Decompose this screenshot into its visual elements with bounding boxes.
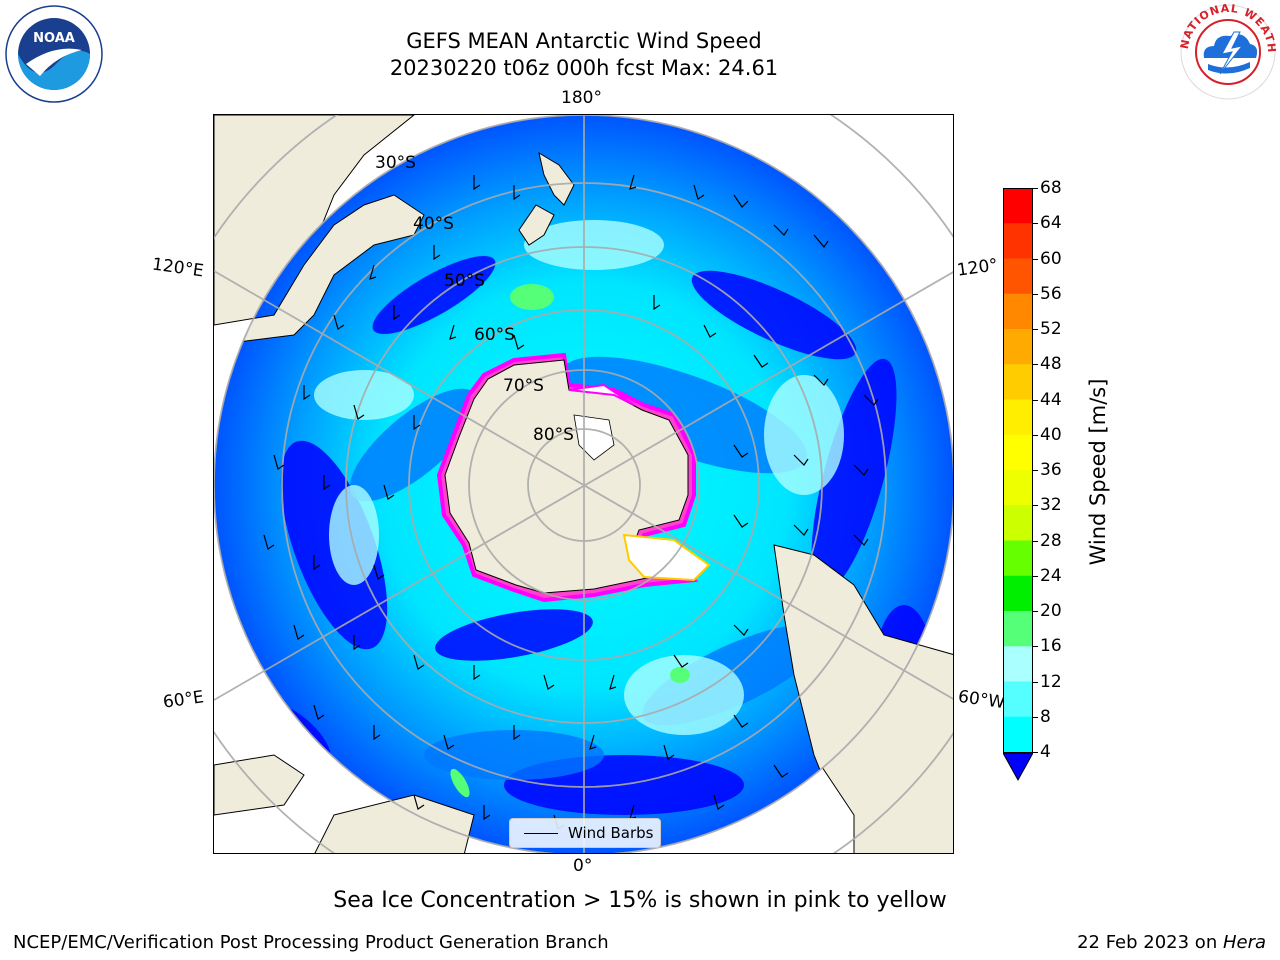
footer-date-text: 22 Feb 2023 on xyxy=(1077,932,1223,953)
colorbar-tick-mark xyxy=(1033,681,1038,683)
wind-speed-contours-green xyxy=(450,284,690,798)
wind-barbs-legend: Wind Barbs xyxy=(509,818,661,848)
colorbar-tick-label: 8 xyxy=(1040,706,1051,727)
svg-text:NOAA: NOAA xyxy=(33,31,75,46)
colorbar-band xyxy=(1003,293,1033,330)
colorbar-band xyxy=(1003,329,1033,365)
colorbar-tick-label: 16 xyxy=(1040,636,1062,657)
colorbar-band xyxy=(1003,575,1033,612)
colorbar-band xyxy=(1003,681,1033,718)
colorbar-tick-mark xyxy=(1033,470,1038,471)
colorbar-band xyxy=(1003,611,1033,647)
lon-label-120w: 120° xyxy=(955,255,1000,281)
colorbar-tick-label: 52 xyxy=(1040,319,1062,339)
colorbar-band xyxy=(1003,399,1033,436)
colorbar-band xyxy=(1003,364,1033,400)
legend-label: Wind Barbs xyxy=(568,824,654,842)
lon-label-60w: 60°W xyxy=(956,686,1007,714)
footer-date: 22 Feb 2023 on Hera xyxy=(1077,932,1266,953)
colorbar-tick-mark xyxy=(1033,716,1038,718)
colorbar xyxy=(1003,188,1033,782)
lon-label-bottom: 0° xyxy=(573,856,593,876)
graticule xyxy=(214,115,953,853)
wind-speed-contours-light xyxy=(314,220,844,735)
colorbar-tick-mark xyxy=(1033,575,1038,577)
colorbar-tick-mark xyxy=(1033,611,1038,612)
colorbar-tick-mark xyxy=(1033,752,1038,753)
chart-title: GEFS MEAN Antarctic Wind Speed xyxy=(406,29,762,53)
colorbar-tick-label: 40 xyxy=(1040,424,1062,445)
lat-label-60s: 60°S xyxy=(474,325,515,345)
colorbar-tick-mark xyxy=(1033,223,1038,225)
lon-label-120e: 120°E xyxy=(150,254,205,282)
antarctica xyxy=(436,352,711,603)
colorbar-tick-mark xyxy=(1033,188,1038,189)
lat-label-70s: 70°S xyxy=(503,376,544,396)
nws-logo: NATIONAL WEATHER SERVICE xyxy=(1178,2,1277,100)
lat-label-30s: 30°S xyxy=(375,153,416,173)
colorbar-tick-label: 24 xyxy=(1040,565,1062,586)
colorbar-tick-mark xyxy=(1033,399,1038,401)
colorbar-tick-label: 28 xyxy=(1040,530,1062,551)
colorbar-band xyxy=(1003,716,1033,753)
lon-label-60e: 60°E xyxy=(161,687,206,713)
polar-map xyxy=(214,115,953,853)
lat-label-80s: 80°S xyxy=(533,425,574,445)
map-panel xyxy=(213,114,954,854)
lon-label-top: 180° xyxy=(561,88,602,108)
colorbar-tick-mark xyxy=(1033,329,1038,330)
colorbar-tick-mark xyxy=(1033,646,1038,648)
colorbar-band xyxy=(1003,646,1033,682)
colorbar-tick-label: 68 xyxy=(1040,178,1062,198)
colorbar-tick-label: 60 xyxy=(1040,248,1062,269)
colorbar-tick-mark xyxy=(1033,258,1038,260)
colorbar-tick-label: 4 xyxy=(1040,742,1051,762)
sea-ice-note: Sea Ice Concentration > 15% is shown in … xyxy=(333,888,947,913)
lat-label-40s: 40°S xyxy=(413,214,454,234)
colorbar-tick-mark xyxy=(1033,540,1038,542)
colorbar-tick-label: 44 xyxy=(1040,389,1062,410)
colorbar-band xyxy=(1003,540,1033,577)
colorbar-tick-label: 64 xyxy=(1040,213,1062,234)
footer-host: Hera xyxy=(1222,932,1266,953)
legend-line xyxy=(524,832,558,834)
colorbar-bands xyxy=(1003,188,1033,753)
colorbar-tick-label: 20 xyxy=(1040,601,1062,621)
colorbar-tick-label: 12 xyxy=(1040,671,1062,692)
lat-label-50s: 50°S xyxy=(444,271,485,291)
colorbar-tick-mark xyxy=(1033,505,1038,507)
colorbar-band xyxy=(1003,505,1033,541)
colorbar-extend xyxy=(1003,752,1033,782)
colorbar-tick-label: 48 xyxy=(1040,354,1062,375)
colorbar-band xyxy=(1003,434,1033,471)
colorbar-band xyxy=(1003,258,1033,295)
chart-subtitle: 20230220 t06z 000h fcst Max: 24.61 xyxy=(389,56,779,80)
colorbar-band xyxy=(1003,188,1033,224)
colorbar-band xyxy=(1003,470,1033,506)
colorbar-tick-mark xyxy=(1033,364,1038,366)
footer-branch: NCEP/EMC/Verification Post Processing Pr… xyxy=(13,932,609,953)
colorbar-tick-label: 36 xyxy=(1040,460,1062,480)
colorbar-tick-mark xyxy=(1033,434,1038,436)
colorbar-title: Wind Speed [m/s] xyxy=(1086,378,1110,566)
colorbar-tick-mark xyxy=(1033,293,1038,295)
colorbar-tick-label: 56 xyxy=(1040,283,1062,304)
colorbar-band xyxy=(1003,223,1033,259)
colorbar-tick-label: 32 xyxy=(1040,495,1062,516)
noaa-logo: NOAA xyxy=(5,5,103,103)
